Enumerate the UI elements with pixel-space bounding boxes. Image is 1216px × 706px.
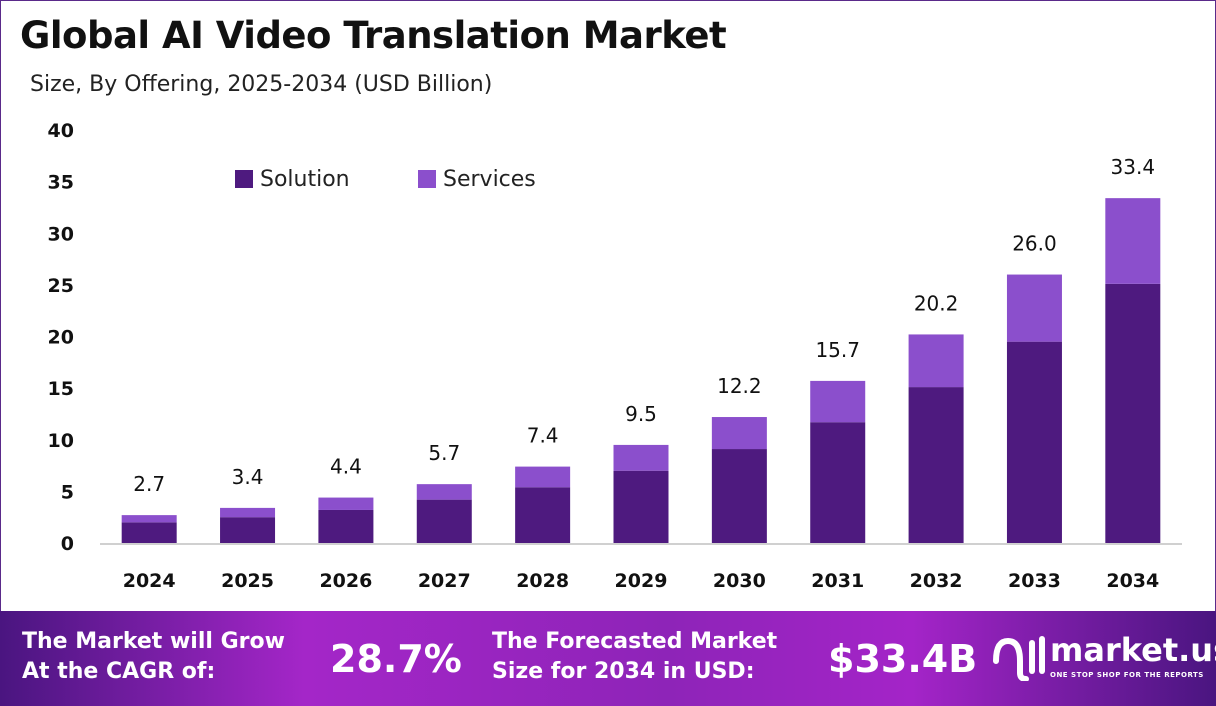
forecast-label-line2: Size for 2034 in USD: (492, 659, 755, 684)
y-tick-label: 35 (48, 172, 74, 194)
bar-solution-2032 (908, 387, 964, 543)
legend-label-solution: Solution (260, 167, 350, 192)
y-tick-label: 15 (48, 378, 74, 400)
forecast-label: The Forecasted Market Size for 2034 in U… (492, 627, 777, 687)
forecast-value: $33.4B (828, 637, 978, 681)
bar-solution-2028 (515, 487, 571, 543)
bar-solution-2029 (613, 470, 669, 543)
bar-solution-2024 (121, 522, 177, 543)
total-label-2027: 5.7 (428, 441, 460, 465)
x-tick-label: 2032 (910, 570, 963, 592)
cagr-label-line2: At the CAGR of: (22, 659, 216, 684)
footer-banner: The Market will Grow At the CAGR of: 28.… (0, 611, 1216, 706)
bar-services-2027 (416, 484, 472, 500)
bar-services-2028 (515, 466, 571, 488)
x-tick-label: 2025 (221, 570, 274, 592)
bar-services-2029 (613, 444, 669, 471)
logo-name: market.us (1050, 631, 1216, 669)
total-label-2026: 4.4 (330, 455, 362, 479)
logo-tagline: ONE STOP SHOP FOR THE REPORTS (1050, 671, 1204, 679)
legend-swatch-solution (235, 170, 253, 188)
total-label-2024: 2.7 (133, 472, 165, 496)
bar-services-2025 (220, 507, 276, 518)
chart-subtitle: Size, By Offering, 2025-2034 (USD Billio… (30, 72, 493, 97)
total-label-2032: 20.2 (914, 291, 959, 315)
bar-solution-2030 (711, 449, 767, 543)
x-tick-label: 2033 (1008, 570, 1061, 592)
legend-label-services: Services (443, 167, 536, 192)
bar-services-2034 (1105, 198, 1161, 284)
legend-swatch-services (418, 170, 436, 188)
bar-services-2026 (318, 497, 374, 510)
bar-chart: 05101520253035402.720243.420254.420265.7… (48, 120, 1182, 592)
x-tick-label: 2024 (123, 570, 176, 592)
total-label-2030: 12.2 (717, 374, 762, 398)
bar-solution-2025 (220, 517, 276, 543)
bar-services-2030 (711, 417, 767, 450)
cagr-value: 28.7% (330, 637, 462, 681)
x-tick-label: 2028 (516, 570, 569, 592)
x-tick-label: 2034 (1106, 570, 1159, 592)
total-label-2033: 26.0 (1012, 232, 1057, 256)
cagr-label: The Market will Grow At the CAGR of: (22, 627, 285, 687)
chart-title: Global AI Video Translation Market (20, 14, 727, 57)
forecast-label-line1: The Forecasted Market (492, 629, 778, 654)
total-label-2028: 7.4 (527, 424, 559, 448)
bar-services-2033 (1006, 274, 1062, 342)
x-tick-label: 2026 (319, 570, 372, 592)
x-tick-label: 2029 (615, 570, 668, 592)
bar-solution-2026 (318, 509, 374, 543)
bar-solution-2034 (1105, 283, 1161, 543)
bar-solution-2031 (810, 422, 866, 543)
cagr-label-line1: The Market will Grow (22, 629, 285, 654)
bar-services-2032 (908, 334, 964, 388)
total-label-2029: 9.5 (625, 402, 657, 426)
total-label-2034: 33.4 (1111, 155, 1156, 179)
y-tick-label: 5 (61, 481, 74, 503)
total-label-2031: 15.7 (815, 338, 860, 362)
bar-services-2024 (121, 515, 177, 523)
total-label-2025: 3.4 (232, 465, 264, 489)
logo-mark-icon (993, 636, 1045, 682)
y-tick-label: 0 (61, 533, 74, 555)
y-tick-label: 30 (48, 223, 74, 245)
x-tick-label: 2030 (713, 570, 766, 592)
y-tick-label: 40 (48, 120, 74, 142)
bar-solution-2027 (416, 499, 472, 543)
bar-services-2031 (810, 380, 866, 423)
y-tick-label: 10 (48, 430, 74, 452)
x-tick-label: 2027 (418, 570, 471, 592)
y-tick-label: 20 (48, 327, 74, 349)
bar-solution-2033 (1006, 341, 1062, 543)
market-us-logo: market.us ONE STOP SHOP FOR THE REPORTS (990, 631, 1216, 685)
y-tick-label: 25 (48, 275, 74, 297)
x-tick-label: 2031 (811, 570, 864, 592)
